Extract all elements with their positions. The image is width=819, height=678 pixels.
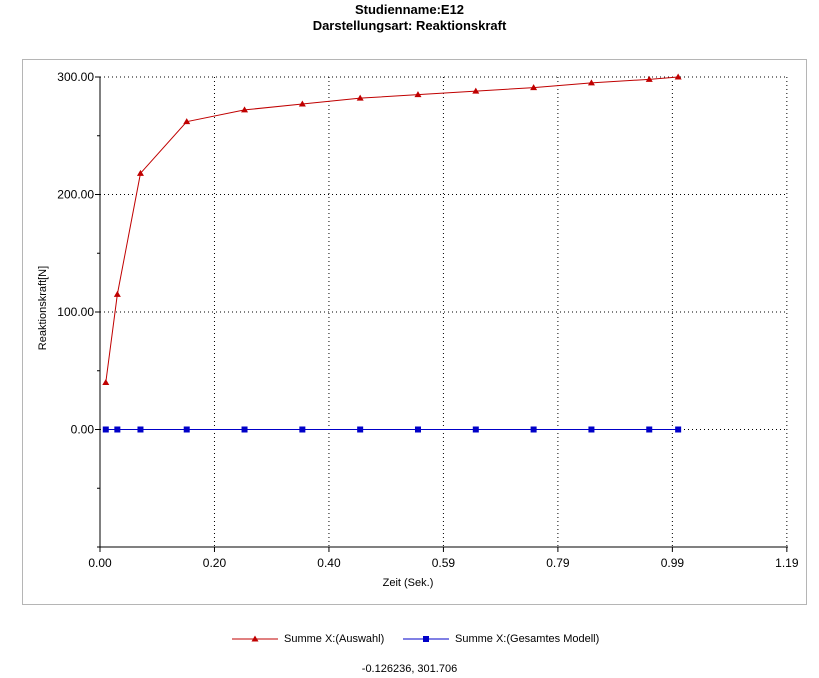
series-0-point <box>414 91 422 98</box>
x-tick-label: 0.00 <box>88 556 112 570</box>
legend-label-auswahl: Summe X:(Auswahl) <box>284 633 385 645</box>
series-1-point <box>114 426 121 433</box>
series-0-point <box>136 169 144 176</box>
series-line-0 <box>105 76 679 383</box>
cursor-coordinate-readout: -0.126236, 301.706 <box>361 663 458 675</box>
x-tick-label: 0.79 <box>546 556 570 570</box>
series-1-point <box>137 426 144 433</box>
y-tick-label: 100.00 <box>57 305 94 319</box>
series-1-point <box>675 426 682 433</box>
series-1-point <box>357 426 364 433</box>
series-0-point <box>587 79 595 86</box>
series-0-point <box>241 106 249 113</box>
y-tick-label: 300.00 <box>57 70 94 84</box>
series-1-point <box>299 426 306 433</box>
x-tick-label: 0.99 <box>661 556 685 570</box>
legend: Summe X:(Auswahl) Summe X:(Gesamtes Mode… <box>0 630 819 648</box>
chart-title: Studienname:E12 <box>354 2 465 17</box>
series-0-point <box>183 118 191 125</box>
legend-item-auswahl[interactable]: Summe X:(Auswahl) <box>232 630 384 648</box>
chart-frame <box>22 59 807 605</box>
series-1-point <box>588 426 595 433</box>
series-0-point <box>113 290 121 297</box>
legend-swatch-auswahl <box>232 635 278 642</box>
legend-swatch-gesamtes-modell <box>403 636 449 642</box>
series-0-point <box>102 379 110 385</box>
series-0-point <box>674 73 682 80</box>
series-1-point <box>241 426 248 433</box>
legend-label-gesamtes-modell: Summe X:(Gesamtes Modell) <box>455 633 600 645</box>
x-tick-label: 0.20 <box>203 556 227 570</box>
series-1-point <box>530 426 537 433</box>
series-0-point <box>530 84 538 91</box>
series-0-point <box>645 75 653 82</box>
x-tick-label: 1.19 <box>775 556 799 570</box>
series-1-point <box>183 426 190 433</box>
series-1-point <box>472 426 479 433</box>
grid-layer <box>100 76 788 547</box>
x-tick-label: 0.40 <box>317 556 341 570</box>
series-0-point <box>356 94 364 101</box>
y-tick-label: 0.00 <box>71 423 95 437</box>
series-0-point <box>472 87 480 94</box>
y-tick-label: 200.00 <box>57 188 94 202</box>
axis-layer: 0.00 100.00 200.00 300.00 0.00 0.20 0.40 0.59 0.… <box>57 70 799 570</box>
series-0-point <box>298 100 306 107</box>
chart-subtitle: Darstellungsart: Reaktionskraft <box>312 18 507 33</box>
x-tick-label: 0.59 <box>432 556 456 570</box>
y-axis-label: Reaktionskraft[N] <box>37 266 49 350</box>
x-axis-label: Zeit (Sek.) <box>383 577 434 589</box>
legend-item-gesamtes-modell[interactable]: Summe X:(Gesamtes Modell) <box>403 630 599 648</box>
series-1-point <box>414 426 421 433</box>
series-1-point <box>102 426 109 433</box>
series-1-point <box>646 426 653 433</box>
chart-title-block: Studienname:E12 Darstellungsart: Reaktio… <box>0 2 819 34</box>
series-layer <box>102 73 682 433</box>
